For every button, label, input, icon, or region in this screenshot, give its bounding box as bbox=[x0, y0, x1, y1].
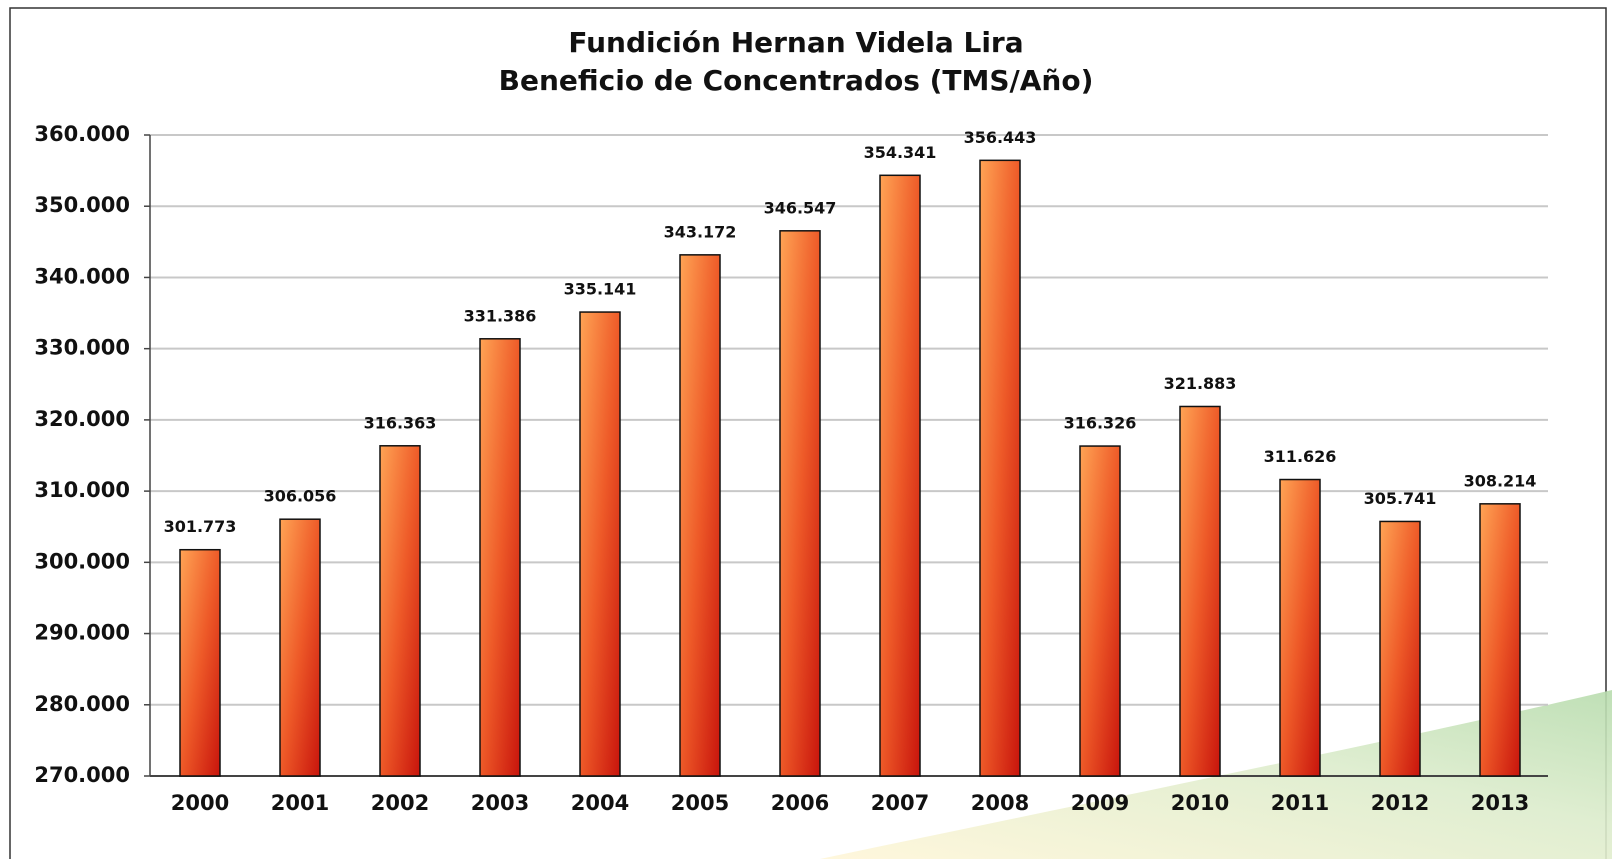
value-label: 301.773 bbox=[164, 517, 237, 536]
y-tick-label: 300.000 bbox=[34, 549, 130, 573]
value-label: 346.547 bbox=[764, 198, 837, 217]
x-tick-label: 2005 bbox=[671, 791, 729, 815]
y-tick-label: 280.000 bbox=[34, 692, 130, 716]
bar bbox=[1379, 520, 1421, 777]
y-tick-label: 360.000 bbox=[34, 122, 130, 146]
x-tick-label: 2002 bbox=[371, 791, 429, 815]
x-tick-label: 2010 bbox=[1171, 791, 1229, 815]
bar bbox=[179, 548, 221, 777]
x-tick-label: 2007 bbox=[871, 791, 929, 815]
bar bbox=[1279, 478, 1321, 777]
chart-title: Fundición Hernan Videla Lira bbox=[568, 26, 1023, 59]
value-label: 356.443 bbox=[964, 128, 1037, 147]
bar bbox=[979, 159, 1021, 777]
y-tick-label: 330.000 bbox=[34, 336, 130, 360]
value-label: 354.341 bbox=[864, 143, 937, 162]
chart-subtitle: Beneficio de Concentrados (TMS/Año) bbox=[499, 64, 1094, 97]
x-tick-label: 2011 bbox=[1271, 791, 1329, 815]
x-tick-label: 2003 bbox=[471, 791, 529, 815]
bar bbox=[479, 338, 521, 777]
bar bbox=[579, 311, 621, 777]
value-label: 306.056 bbox=[264, 487, 337, 506]
y-tick-label: 290.000 bbox=[34, 621, 130, 645]
value-label: 308.214 bbox=[1464, 471, 1537, 490]
value-label: 343.172 bbox=[664, 222, 737, 241]
x-tick-label: 2004 bbox=[571, 791, 629, 815]
x-tick-label: 2000 bbox=[171, 791, 229, 815]
bar bbox=[1179, 405, 1221, 777]
bar bbox=[879, 174, 921, 777]
value-label: 316.326 bbox=[1064, 414, 1137, 433]
y-tick-label: 310.000 bbox=[34, 478, 130, 502]
x-tick-label: 2012 bbox=[1371, 791, 1429, 815]
y-tick-label: 270.000 bbox=[34, 763, 130, 787]
value-label: 331.386 bbox=[464, 306, 537, 325]
y-tick-label: 320.000 bbox=[34, 407, 130, 431]
bar bbox=[1479, 503, 1521, 777]
value-label: 311.626 bbox=[1264, 447, 1337, 466]
value-label: 305.741 bbox=[1364, 489, 1437, 508]
bar bbox=[679, 254, 721, 777]
bar bbox=[279, 518, 321, 777]
value-label: 335.141 bbox=[564, 280, 637, 299]
x-tick-label: 2006 bbox=[771, 791, 829, 815]
decoration bbox=[820, 690, 1612, 859]
bar bbox=[1079, 445, 1121, 777]
x-tick-label: 2013 bbox=[1471, 791, 1529, 815]
x-tick-label: 2008 bbox=[971, 791, 1029, 815]
x-tick-label: 2009 bbox=[1071, 791, 1129, 815]
value-label: 316.363 bbox=[364, 413, 437, 432]
value-label: 321.883 bbox=[1164, 374, 1237, 393]
bar bbox=[779, 230, 821, 777]
y-tick-label: 350.000 bbox=[34, 193, 130, 217]
y-tick-label: 340.000 bbox=[34, 264, 130, 288]
x-tick-label: 2001 bbox=[271, 791, 329, 815]
bar bbox=[379, 445, 421, 777]
